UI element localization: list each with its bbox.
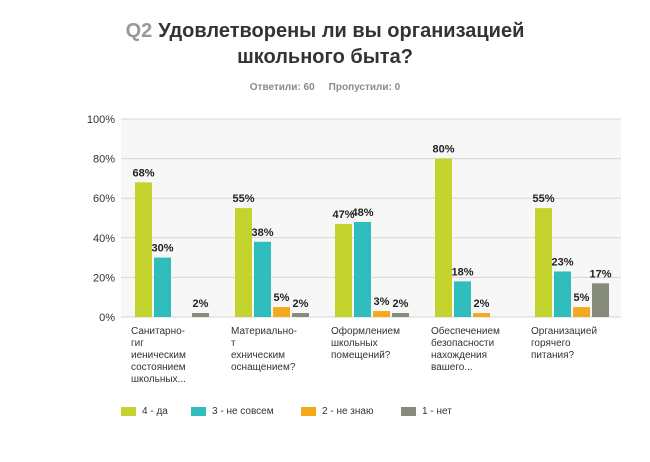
data-label: 2% xyxy=(193,298,209,310)
legend-swatch xyxy=(121,407,136,416)
x-tick-label: Организацией xyxy=(531,326,597,337)
bar-1 xyxy=(154,257,171,317)
x-tick-label: помещений? xyxy=(331,350,391,361)
chart-title: Q2 Удовлетворены ли вы организацией школь… xyxy=(0,18,650,70)
data-label: 55% xyxy=(232,193,254,205)
x-tick-label: нахождения xyxy=(431,350,487,361)
bar-1 xyxy=(254,241,271,317)
data-label: 5% xyxy=(574,292,590,304)
bar-1 xyxy=(354,221,371,317)
legend-label: 4 - да xyxy=(142,406,168,417)
title-line-2: школьного быта? xyxy=(237,46,413,68)
x-tick-label: ехническим xyxy=(231,350,285,361)
bar-3 xyxy=(592,283,609,317)
bar-1 xyxy=(454,281,471,317)
legend-item: 1 - нет xyxy=(401,406,452,417)
data-label: 3% xyxy=(374,296,390,308)
data-label: 18% xyxy=(451,266,473,278)
x-tick-label: безопасности xyxy=(431,337,494,349)
data-label: 48% xyxy=(351,207,373,219)
bar-3 xyxy=(292,313,309,317)
legend-swatch xyxy=(401,407,416,416)
data-label: 2% xyxy=(293,298,309,310)
y-tick-label: 80% xyxy=(93,154,115,166)
x-tick-label: состоянием xyxy=(131,362,186,373)
bar-0 xyxy=(235,208,252,317)
bar-2 xyxy=(373,311,390,317)
data-label: 38% xyxy=(251,227,273,239)
data-label: 55% xyxy=(532,193,554,205)
x-tick-label: Санитарно- xyxy=(131,326,185,337)
x-tick-label: оснащением? xyxy=(231,362,296,373)
legend-item: 2 - не знаю xyxy=(301,406,373,417)
legend-label: 1 - нет xyxy=(422,406,452,417)
bar-2 xyxy=(573,307,590,317)
bar-0 xyxy=(535,208,552,317)
data-label: 47% xyxy=(332,209,354,221)
legend-label: 2 - не знаю xyxy=(322,406,374,417)
y-tick-label: 40% xyxy=(93,233,115,245)
data-label: 2% xyxy=(393,298,409,310)
x-tick-label: Обеспечением xyxy=(431,325,500,337)
data-label: 5% xyxy=(274,292,290,304)
x-tick-label: иеническим xyxy=(131,350,186,361)
x-tick-label: школьных xyxy=(331,338,378,349)
bar-0 xyxy=(335,223,352,317)
x-tick-label: вашего... xyxy=(431,362,473,373)
response-stats: Ответили: 60 Пропустили: 0 xyxy=(0,82,650,93)
bar-1 xyxy=(554,271,571,317)
x-tick-label: т xyxy=(231,338,236,349)
bar-0 xyxy=(135,182,152,317)
y-tick-label: 0% xyxy=(99,312,115,324)
y-tick-label: 20% xyxy=(93,272,115,284)
skipped-count: Пропустили: 0 xyxy=(328,82,401,93)
legend-item: 3 - не совсем xyxy=(191,406,274,417)
data-label: 80% xyxy=(432,144,454,156)
bar-2 xyxy=(473,313,490,317)
x-tick-label: Оформлением xyxy=(331,325,400,337)
y-tick-label: 100% xyxy=(87,114,115,126)
x-tick-label: питания? xyxy=(531,350,575,361)
legend-item: 4 - да xyxy=(121,406,168,417)
legend-swatch xyxy=(191,407,206,416)
data-label: 23% xyxy=(551,256,573,268)
y-tick-label: 60% xyxy=(93,193,115,205)
title-line-1: Удовлетворены ли вы организацией xyxy=(158,20,525,42)
x-tick-label: школьных... xyxy=(131,374,186,385)
x-tick-label: гиг xyxy=(131,338,144,349)
answered-count: Ответили: 60 xyxy=(249,82,315,93)
legend-label: 3 - не совсем xyxy=(212,406,274,417)
bar-3 xyxy=(392,313,409,317)
question-number: Q2 xyxy=(125,20,153,42)
bar-3 xyxy=(192,313,209,317)
x-tick-label: горячего xyxy=(531,338,571,349)
legend-swatch xyxy=(301,407,316,416)
data-label: 68% xyxy=(132,167,154,179)
bar-0 xyxy=(435,158,452,317)
data-label: 17% xyxy=(589,268,611,280)
bar-2 xyxy=(273,307,290,317)
data-label: 2% xyxy=(474,298,490,310)
x-tick-label: Материально- xyxy=(231,326,297,337)
data-label: 30% xyxy=(151,243,173,255)
